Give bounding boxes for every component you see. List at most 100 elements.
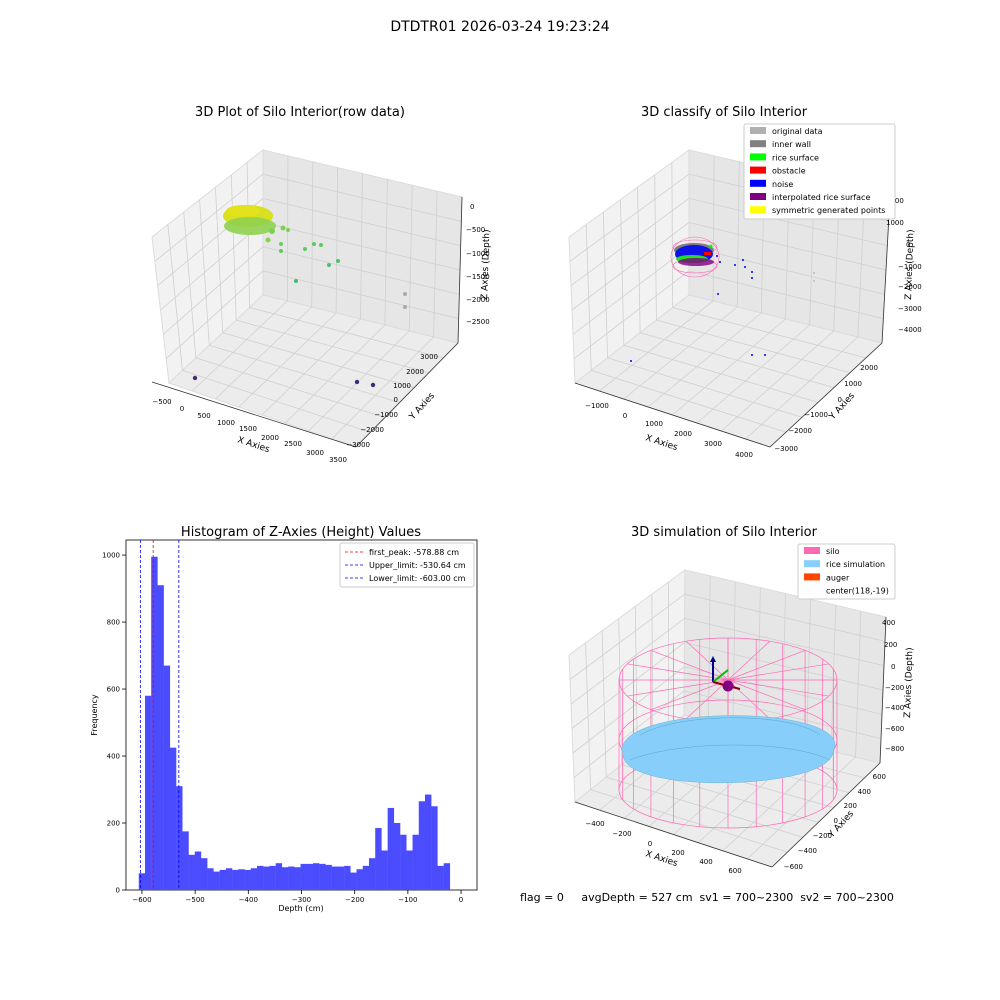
plot2-point: [751, 354, 753, 356]
pane-gridline: [747, 756, 856, 860]
plot2-silo-outline: [670, 236, 720, 278]
plot2-legend-swatch: [750, 206, 766, 214]
hist-xtick-label: 0: [459, 896, 463, 904]
plot2-point: [734, 264, 736, 266]
hist-bar: [151, 556, 158, 890]
plot1-gridlines: [154, 155, 462, 440]
plot2-legend-swatch: [750, 166, 766, 174]
pane-gridline: [684, 666, 883, 715]
plot-simulation-3d: 3D simulation of Silo Interior −400 −200…: [568, 525, 915, 875]
plot1-point: [286, 228, 290, 232]
hist-bar: [437, 865, 444, 890]
plot4-legend-swatch: [804, 547, 820, 554]
plot2-point: [717, 293, 719, 295]
hist-bar: [375, 828, 382, 890]
hist-bar: [381, 850, 388, 890]
hist-bar: [443, 863, 451, 890]
silo-spoke: [727, 663, 829, 681]
pane-gridline: [331, 336, 434, 440]
plot4-ztick: −600: [885, 725, 904, 733]
plot1-point: [303, 247, 307, 251]
plot2-point: [716, 255, 718, 257]
hist-bar: [362, 865, 370, 890]
plot4-ytick: 200: [844, 802, 857, 810]
plot1-ytick: −2000: [360, 426, 384, 434]
plot4-legend-label: auger: [826, 573, 850, 582]
pane-gridline: [571, 642, 685, 729]
hist-bar: [350, 872, 357, 890]
plot1-ytick: 1000: [393, 382, 411, 390]
hist-legend: first_peak: -578.88 cm Upper_limit: -530.…: [339, 542, 475, 588]
hist-bar: [213, 871, 220, 890]
hist-xtick-label: −600: [132, 896, 151, 904]
pane-gridline: [236, 319, 429, 374]
plot2-legend-swatch: [750, 193, 766, 200]
hist-xtick-label: −400: [239, 896, 258, 904]
pane-gridline: [607, 357, 803, 418]
hist-bar: [325, 864, 332, 890]
hist-bar: [207, 868, 214, 890]
plot1-cloud-highlight: [226, 205, 260, 217]
plot1-xtick: 2000: [261, 434, 279, 442]
pane-gridline: [284, 324, 386, 424]
pane-gridline: [569, 593, 686, 680]
hist-ytick-label: 1000: [102, 552, 120, 560]
pane-gridline: [623, 306, 738, 400]
hist-ylabel: Frequency: [90, 694, 99, 736]
plot4-yticks: 600 400 200 0 −200 −400 −600: [784, 773, 886, 871]
pane-gridline: [606, 776, 803, 838]
plot2-legend-swatch: [750, 140, 766, 148]
plot1-ztick: −2500: [466, 318, 490, 326]
plot1-ztick: −500: [466, 226, 485, 234]
plot2-point: [751, 277, 753, 279]
plot4-xtick: −200: [612, 830, 631, 838]
pane-gridline: [163, 246, 264, 335]
plot2-ytick: −3000: [774, 445, 798, 453]
hist-bar: [306, 863, 314, 890]
pane-gridline: [572, 666, 685, 754]
hist-bar: [144, 695, 152, 890]
plot1-point: [327, 263, 331, 267]
plot4-ylabel: Y Axies: [826, 809, 856, 841]
plot1-ztick: −1000: [466, 250, 490, 258]
plot1-xtick: 2500: [284, 440, 302, 448]
plot4-xtick: 400: [699, 858, 712, 866]
hist-bar: [312, 863, 320, 890]
plot4-ztick: 200: [884, 641, 897, 649]
plot2-legend-swatch: [750, 127, 766, 134]
pane-gridline: [591, 370, 787, 433]
plot2-yticks: 2000 1000 0 −1000 −2000 −3000: [774, 364, 878, 453]
plot2-z-axis: [881, 196, 891, 344]
plot1-point: [269, 228, 275, 234]
hist-bar: [337, 866, 345, 890]
plot2-legend-label: obstacle: [772, 167, 806, 176]
hist-xtick-label: −300: [292, 896, 311, 904]
plot2-ytick: 2000: [860, 364, 878, 372]
pane-gridline: [262, 173, 462, 222]
plot1-point: [403, 292, 407, 296]
pane-gridline: [182, 370, 370, 433]
plot4-ztick: 400: [882, 619, 895, 627]
plot1-ylabel: Y Axies: [407, 391, 437, 423]
silo-spoke: [686, 679, 729, 720]
silo-spoke: [727, 640, 770, 681]
plot1-xtick: −500: [152, 398, 171, 406]
plot2-xticks: −1000 0 1000 2000 3000 4000: [585, 402, 753, 459]
pane-gridline: [261, 318, 361, 416]
pane-gridline: [215, 306, 313, 400]
hist-bar: [188, 854, 195, 890]
hist-legend-label: first_peak: -578.88 cm: [369, 548, 459, 557]
plot2-legend-label: symmetric generated points: [772, 206, 885, 215]
hist-bar: [288, 866, 295, 890]
pane-gridline: [656, 319, 851, 374]
hist-bar: [163, 665, 171, 890]
hist-ytick-label: 600: [107, 686, 120, 694]
hist-bar: [418, 801, 426, 890]
plot2-legend-label: original data: [772, 127, 823, 136]
plot1-point: [280, 225, 286, 231]
pane-gridline: [569, 173, 690, 262]
plot2-ztick: −2000: [898, 283, 922, 291]
hist-bar: [182, 831, 189, 890]
pane-gridline: [684, 617, 885, 667]
pane-gridline: [640, 332, 835, 388]
